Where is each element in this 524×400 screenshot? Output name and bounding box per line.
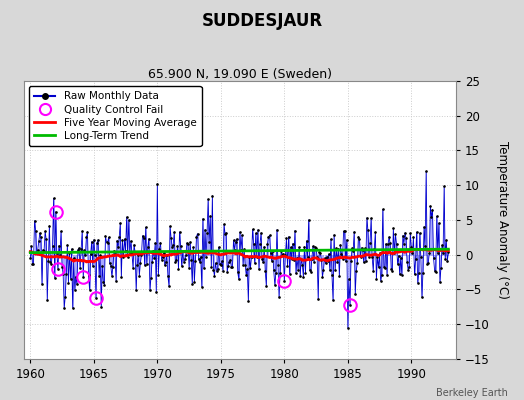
Title: 65.900 N, 19.090 E (Sweden): 65.900 N, 19.090 E (Sweden)	[148, 68, 332, 81]
Y-axis label: Temperature Anomaly (°C): Temperature Anomaly (°C)	[496, 141, 509, 299]
Text: Berkeley Earth: Berkeley Earth	[436, 388, 508, 398]
Text: SUDDESJAUR: SUDDESJAUR	[201, 12, 323, 30]
Legend: Raw Monthly Data, Quality Control Fail, Five Year Moving Average, Long-Term Tren: Raw Monthly Data, Quality Control Fail, …	[29, 86, 202, 146]
